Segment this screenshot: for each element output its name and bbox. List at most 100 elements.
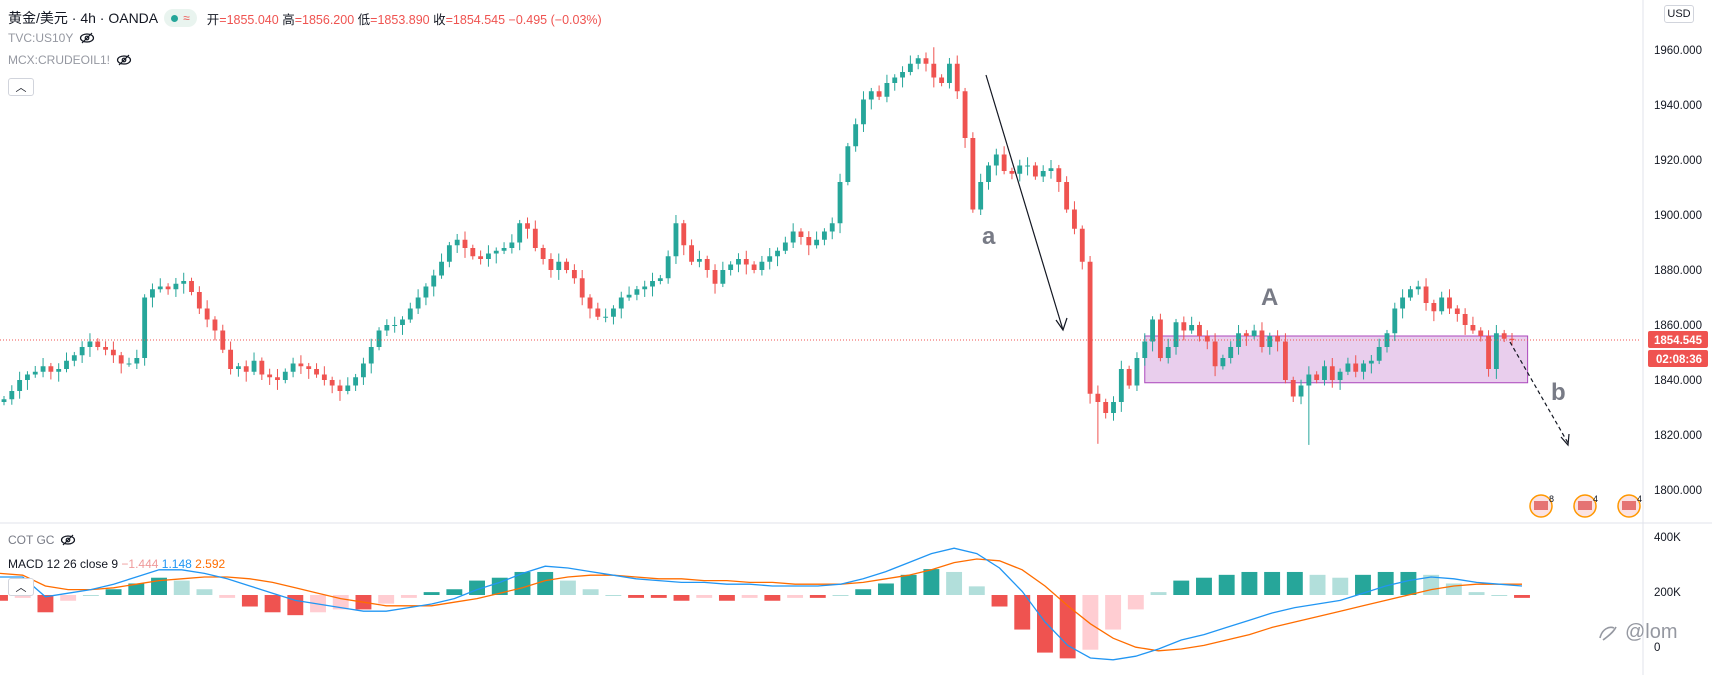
macd-histogram-bar: [400, 595, 417, 598]
event-flag-stripe: [1534, 501, 1548, 510]
macd-histogram-bar: [582, 589, 599, 595]
candle-body: [821, 231, 827, 240]
market-open-dot-icon: [171, 14, 179, 22]
macd-histogram-bar: [1445, 583, 1462, 595]
candle-body: [947, 63, 952, 83]
candle-body: [611, 308, 616, 317]
macd-histogram-bar: [264, 595, 281, 613]
candle-body: [814, 239, 820, 246]
macd-histogram-bar: [1127, 595, 1144, 610]
currency-button[interactable]: USD: [1664, 5, 1694, 23]
candle-body: [306, 366, 312, 369]
candle-body: [595, 308, 601, 317]
price-tick-label: 1900.000: [1654, 210, 1702, 222]
candle-body: [743, 259, 749, 265]
macd-histogram-bar: [991, 595, 1008, 607]
price-tick-label: 1860.000: [1654, 320, 1702, 332]
candle-body: [110, 349, 116, 356]
cot-indicator-legend[interactable]: COT GC: [8, 533, 76, 547]
candle-body: [275, 377, 280, 380]
candle-body: [978, 182, 984, 210]
candle-body: [212, 319, 218, 331]
candle-body: [1095, 393, 1101, 402]
macd-histogram-bar: [628, 595, 645, 598]
candle-body: [853, 124, 859, 147]
hidden-eye-icon[interactable]: [79, 32, 95, 44]
candle-body: [1337, 371, 1343, 380]
candle-body: [564, 261, 569, 270]
candle-body: [751, 264, 757, 270]
macd-hist-value: −1.444: [121, 557, 159, 571]
candle-body: [17, 380, 23, 391]
ohlc-values: 开=1855.040 高=1856.200 低=1853.890 收=1854.…: [206, 12, 602, 27]
volume-tick-label: 200K: [1654, 587, 1681, 599]
candle-body: [1376, 347, 1382, 361]
candle-body: [181, 281, 187, 284]
macd-histogram-bar: [1014, 595, 1031, 630]
macd-histogram-bar: [82, 595, 99, 596]
candle-body: [806, 237, 812, 246]
wave-b-arrowhead: [1560, 433, 1570, 447]
candle-body: [1126, 369, 1132, 386]
macd-histogram-bar: [287, 595, 304, 616]
candle-body: [1259, 330, 1265, 347]
event-flag-stripe: [1578, 501, 1592, 510]
candle-body: [1072, 209, 1077, 229]
candle-body: [71, 355, 77, 361]
candle-body: [1048, 168, 1054, 171]
macd-histogram-bar: [1196, 577, 1212, 595]
candle-body: [1134, 358, 1140, 386]
candle-body: [1025, 165, 1030, 167]
overlay-crudeoil[interactable]: MCX:CRUDEOIL1!: [8, 53, 132, 67]
high-value: 1856.200: [302, 12, 355, 27]
candle-body: [1493, 333, 1499, 369]
candle-body: [1197, 325, 1202, 336]
candle-body: [157, 286, 163, 290]
candle-body: [603, 316, 609, 318]
macd-histogram-bar: [1286, 571, 1303, 595]
collapse-pane-button[interactable]: ︿: [8, 578, 34, 596]
candle-body: [462, 239, 468, 248]
macd-histogram-bar: [0, 595, 8, 601]
candle-body: [321, 374, 327, 380]
candle-body: [712, 270, 718, 284]
macd-histogram-bar: [1514, 595, 1530, 598]
volume-tick-label: 0: [1654, 642, 1660, 654]
hidden-eye-icon[interactable]: [116, 54, 132, 66]
macd-histogram-bar: [1241, 571, 1258, 595]
candle-body: [1267, 336, 1273, 347]
candle-body: [1314, 374, 1320, 380]
candle-body: [392, 325, 398, 326]
candle-body: [1329, 366, 1335, 380]
overlay-us10y[interactable]: TVC:US10Y: [8, 31, 95, 45]
high-label: 高: [282, 12, 295, 27]
candle-body: [657, 278, 663, 281]
candle-body: [517, 223, 523, 243]
candle-body: [204, 308, 210, 320]
open-label: 开: [206, 12, 220, 27]
macd-signal-line: [0, 558, 1522, 652]
symbol-legend[interactable]: 黄金/美元 · 4h · OANDA ≈ 开=1855.040 高=1856.2…: [8, 8, 602, 28]
candle-body: [1017, 165, 1023, 174]
symbol-title[interactable]: 黄金/美元 · 4h · OANDA: [8, 10, 159, 26]
macd-histogram-bar: [1355, 574, 1371, 595]
annotations-layer: a Ab 8 4 4: [0, 74, 1642, 518]
macd-histogram-bar: [37, 595, 54, 613]
candle-body: [782, 242, 788, 251]
candle-body: [728, 264, 734, 270]
candle-body: [439, 261, 444, 276]
market-status-badge[interactable]: ≈: [164, 9, 197, 27]
candle-body: [1400, 297, 1406, 309]
macd-legend[interactable]: MACD 12 26 close 9 −1.444 1.148 2.592: [8, 557, 225, 571]
hidden-eye-icon[interactable]: [60, 534, 76, 546]
collapse-legend-button[interactable]: ︿: [8, 78, 34, 96]
candle-body: [1431, 303, 1437, 312]
overlay-label: MCX:CRUDEOIL1!: [8, 53, 111, 67]
macd-histogram-bar: [650, 595, 667, 598]
candle-body: [1454, 308, 1460, 314]
chevron-up-icon: ︿: [15, 582, 27, 594]
axis-layer: 1960.000 1940.000 1920.000 1900.000 1880.000…: [1648, 45, 1708, 654]
candle-body: [446, 245, 452, 262]
